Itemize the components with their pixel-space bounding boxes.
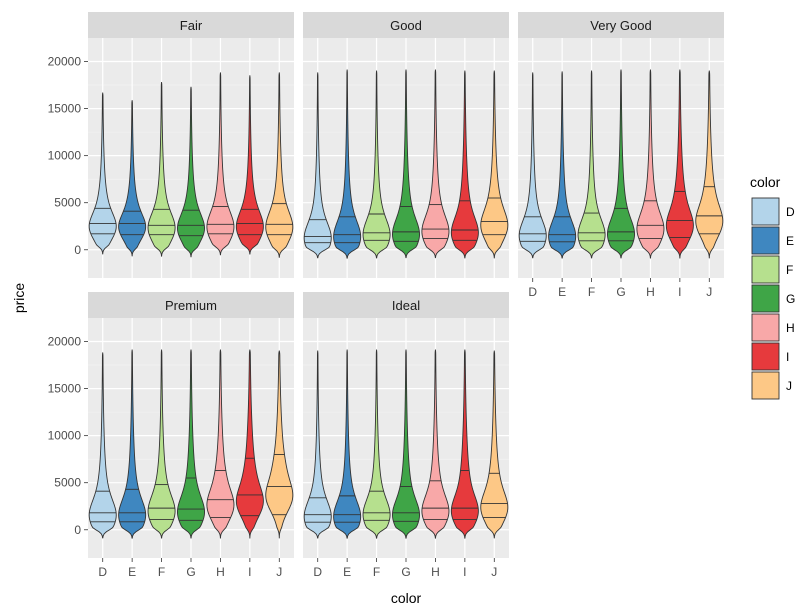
x-tick-label: H [216, 565, 225, 579]
violin-E [548, 71, 577, 259]
legend-key-D [751, 197, 780, 226]
legend-key-J [751, 371, 780, 400]
violin-H [421, 69, 450, 259]
strip-background [88, 292, 294, 318]
y-tick-label: 20000 [48, 55, 82, 69]
legend-key-E [751, 226, 780, 255]
panel-premium: Premium 0 5000 10000 15000 20000 D E F G H I J [48, 292, 294, 579]
y-axis-title: price [11, 283, 27, 314]
violin-I [665, 69, 694, 259]
panel-ideal: Ideal D E F G H I J [303, 292, 509, 579]
violin-D [303, 350, 332, 539]
strip-label: Good [390, 18, 422, 33]
strip-label: Ideal [392, 298, 420, 313]
strip-label: Premium [165, 298, 217, 313]
violin-H [636, 69, 665, 259]
y-tick-label: 5000 [54, 196, 81, 210]
legend-key-H [751, 313, 780, 342]
violin-J [265, 72, 294, 258]
violin-F [362, 70, 391, 259]
legend-label: G [786, 292, 795, 306]
violin-D [88, 92, 117, 255]
violin-H [206, 72, 235, 256]
legend-label: J [786, 379, 792, 393]
violin-E [118, 349, 147, 539]
strip-label: Fair [180, 18, 203, 33]
violin-G [607, 69, 635, 259]
x-tick-label: G [401, 565, 410, 579]
y-tick-label: 0 [74, 523, 81, 537]
panel-very-good: Very Good D E F G H I J [518, 12, 724, 299]
panel-fair: Fair 0 5000 10000 15000 20000 [48, 12, 294, 278]
legend-label: F [786, 263, 793, 277]
legend-key-G [751, 284, 780, 313]
x-tick-label: I [248, 565, 251, 579]
y-tick-label: 0 [74, 243, 81, 257]
legend-label: I [786, 350, 789, 364]
violin-G [392, 349, 420, 539]
legend-key-I [751, 342, 780, 371]
x-tick-label: J [276, 565, 282, 579]
x-tick-label: E [558, 285, 566, 299]
violin-J [480, 70, 509, 259]
y-tick-label: 15000 [48, 102, 82, 116]
violin-G [177, 349, 205, 539]
x-tick-label: E [343, 565, 351, 579]
y-tick-label: 10000 [48, 149, 82, 163]
x-tick-label: D [313, 565, 322, 579]
strip-background [88, 12, 294, 38]
violin-F [577, 70, 606, 259]
violin-J [480, 350, 509, 539]
strip-label: Very Good [590, 18, 651, 33]
y-tick-label: 15000 [48, 382, 82, 396]
x-tick-label: F [158, 565, 165, 579]
x-tick-label: H [431, 565, 440, 579]
violin-E [333, 349, 362, 539]
x-tick-label: H [646, 285, 655, 299]
violin-G [392, 69, 420, 259]
violin-H [421, 349, 450, 539]
x-tick-label: F [588, 285, 595, 299]
violin-G [177, 86, 205, 258]
violin-J [265, 350, 294, 539]
legend-label: H [786, 321, 795, 335]
y-tick-label: 20000 [48, 335, 82, 349]
violin-E [333, 69, 362, 259]
legend-label: D [786, 205, 795, 219]
x-tick-label: I [463, 565, 466, 579]
strip-background [518, 12, 724, 38]
violin-I [450, 349, 479, 539]
violin-D [88, 352, 117, 539]
x-tick-label: E [128, 565, 136, 579]
x-axis-title: color [391, 590, 422, 606]
violin-J [695, 70, 724, 259]
panel-good: Good [303, 12, 509, 278]
violin-F [147, 81, 176, 257]
x-tick-label: D [528, 285, 537, 299]
violin-I [450, 70, 479, 259]
x-tick-label: G [616, 285, 625, 299]
x-tick-label: G [186, 565, 195, 579]
x-tick-label: D [98, 565, 107, 579]
x-tick-label: I [678, 285, 681, 299]
violin-H [206, 349, 235, 539]
violin-D [518, 72, 547, 259]
x-tick-label: J [706, 285, 712, 299]
strip-background [303, 292, 509, 318]
violin-E [118, 100, 147, 257]
strip-background [303, 12, 509, 38]
legend-key-F [751, 255, 780, 284]
legend: color D E F G H I J [750, 174, 795, 400]
x-tick-label: J [491, 565, 497, 579]
violin-D [303, 72, 332, 259]
y-tick-label: 10000 [48, 429, 82, 443]
x-tick-label: F [373, 565, 380, 579]
y-tick-label: 5000 [54, 476, 81, 490]
violin-F [147, 349, 176, 539]
violin-I [235, 349, 264, 539]
legend-title: color [750, 174, 781, 190]
legend-label: E [786, 234, 794, 248]
